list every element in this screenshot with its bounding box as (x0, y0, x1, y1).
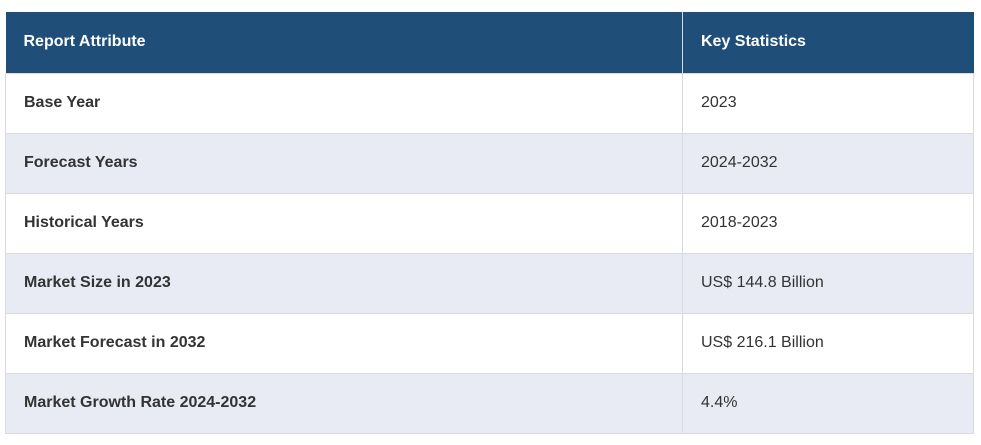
table-row: Market Forecast in 2032 US$ 216.1 Billio… (5, 312, 974, 374)
table-row: Market Growth Rate 2024-2032 4.4% (5, 372, 974, 434)
row-value: US$ 216.1 Billion (682, 312, 974, 374)
table-row: Forecast Years 2024-2032 (5, 132, 974, 194)
row-value: 2018-2023 (682, 192, 974, 254)
report-attributes-table: Report Attribute Key Statistics Base Yea… (5, 12, 974, 434)
row-attribute: Forecast Years (5, 132, 683, 194)
row-attribute: Market Forecast in 2032 (5, 312, 683, 374)
row-value: 4.4% (682, 372, 974, 434)
row-attribute: Base Year (5, 72, 683, 134)
table-row: Market Size in 2023 US$ 144.8 Billion (5, 252, 974, 314)
table-row: Historical Years 2018-2023 (5, 192, 974, 254)
header-key-statistics: Key Statistics (682, 12, 974, 73)
table-header: Report Attribute Key Statistics (5, 12, 974, 73)
header-row: Report Attribute Key Statistics (5, 12, 974, 73)
row-value: 2024-2032 (682, 132, 974, 194)
row-attribute: Market Size in 2023 (5, 252, 683, 314)
row-attribute: Market Growth Rate 2024-2032 (5, 372, 683, 434)
row-attribute: Historical Years (5, 192, 683, 254)
table-body: Base Year 2023 Forecast Years 2024-2032 … (5, 72, 974, 434)
row-value: US$ 144.8 Billion (682, 252, 974, 314)
header-report-attribute: Report Attribute (5, 12, 683, 73)
report-table-container: Report Attribute Key Statistics Base Yea… (5, 12, 974, 434)
row-value: 2023 (682, 72, 974, 134)
table-row: Base Year 2023 (5, 72, 974, 134)
